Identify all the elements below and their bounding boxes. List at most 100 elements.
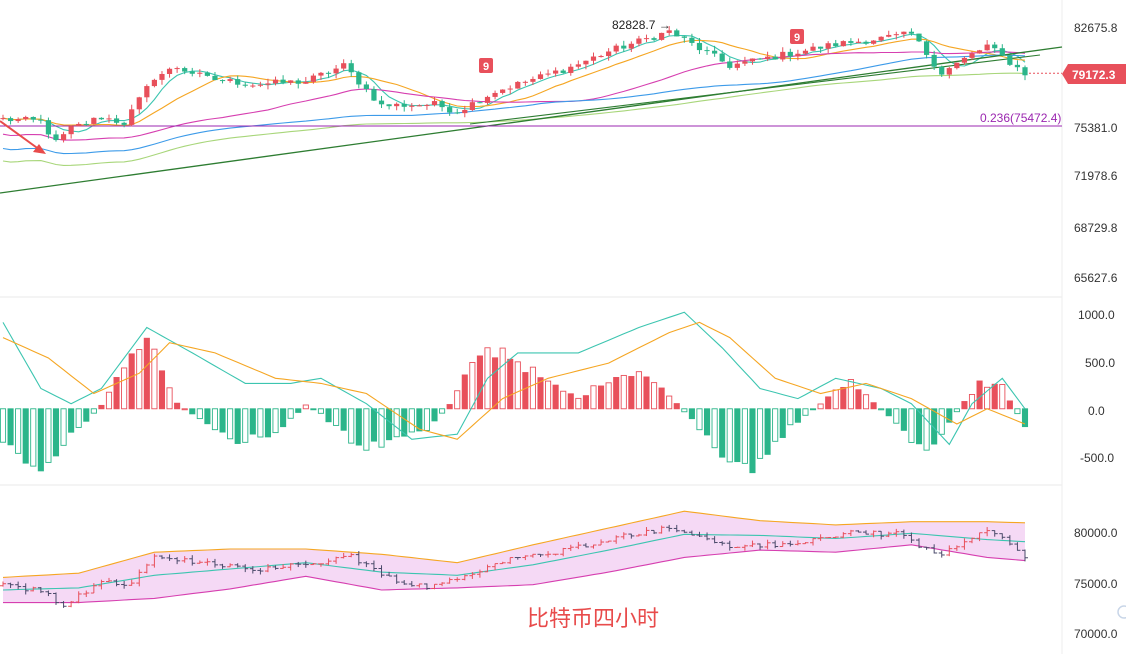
macd-bar-negative xyxy=(681,408,688,413)
macd-bar-positive xyxy=(507,358,514,410)
macd-bar-positive xyxy=(113,377,120,410)
candle-down xyxy=(38,119,44,121)
scroll-indicator-icon xyxy=(1117,605,1126,619)
macd-bar-positive xyxy=(143,337,150,410)
candle-up xyxy=(878,36,884,41)
macd-bar-negative xyxy=(439,408,446,414)
candle-up xyxy=(272,79,279,84)
macd-bar-negative xyxy=(196,408,203,420)
td-marker-1: 9 xyxy=(479,58,493,73)
ma-lightgreen-line xyxy=(2,72,1026,166)
macd-bar-negative xyxy=(295,408,302,413)
macd-bar-negative xyxy=(22,408,29,464)
candle-up xyxy=(575,64,581,67)
macd-bar-positive xyxy=(499,347,506,410)
macd-bar-negative xyxy=(310,408,317,411)
macd-bar-positive xyxy=(991,383,998,410)
macd-bar-negative xyxy=(893,408,900,424)
macd-bar-negative xyxy=(325,408,332,423)
boll-axis-tick-3: 70000.0 xyxy=(1074,627,1118,641)
macd-bar-negative xyxy=(242,408,249,443)
td-marker-2: 9 xyxy=(790,29,804,44)
price-axis-tick-4: 68729.8 xyxy=(1074,221,1118,235)
macd-bar-positive xyxy=(651,382,658,410)
candle-up xyxy=(606,51,612,57)
candle-down xyxy=(833,43,839,47)
macd-bar-positive xyxy=(492,357,499,410)
macd-bar-negative xyxy=(52,408,60,457)
macd-bar-positive xyxy=(476,355,483,410)
candle-up xyxy=(553,70,559,74)
candle-up xyxy=(628,43,634,49)
candle-down xyxy=(1007,55,1013,65)
macd-bar-negative xyxy=(227,408,234,440)
candle-up xyxy=(144,86,150,98)
candle-up xyxy=(136,97,142,110)
candle-up xyxy=(522,81,528,83)
candle-up xyxy=(318,72,324,76)
macd-bar-negative xyxy=(423,408,430,431)
macd-bar-negative xyxy=(756,408,764,459)
candle-up xyxy=(507,88,513,90)
candle-up xyxy=(954,62,960,69)
candle-down xyxy=(757,58,763,60)
candle-up xyxy=(515,81,521,89)
macd-bar-negative xyxy=(908,408,915,443)
candle-down xyxy=(53,134,59,141)
macd-bar-positive xyxy=(469,362,476,410)
macd-bar-negative xyxy=(787,408,794,426)
candle-down xyxy=(1014,64,1021,68)
candle-down xyxy=(401,103,407,107)
candle-down xyxy=(651,38,657,40)
candle-up xyxy=(749,58,756,62)
macd-bar-positive xyxy=(454,390,461,410)
candle-down xyxy=(704,50,710,52)
macd-bar-negative xyxy=(280,408,287,428)
macd-bar-positive xyxy=(174,402,181,410)
macd-bar-positive xyxy=(855,389,862,410)
candle-up xyxy=(742,61,748,64)
candle-up xyxy=(795,53,801,57)
candle-up xyxy=(545,73,551,75)
macd-bar-negative xyxy=(7,408,14,446)
candle-up xyxy=(409,105,415,107)
candle-down xyxy=(719,53,725,62)
macd-bar-negative xyxy=(211,408,219,431)
candle-down xyxy=(212,75,218,81)
macd-bar-positive xyxy=(446,404,453,410)
macd-bar-positive xyxy=(136,349,143,410)
price-axis-tick-2: 75381.0 xyxy=(1074,121,1118,135)
candle-down xyxy=(992,44,998,49)
macd-bar-negative xyxy=(809,408,817,411)
price-axis-tick-3: 71978.6 xyxy=(1074,169,1118,183)
candle-up xyxy=(870,40,877,44)
candle-down xyxy=(560,70,566,73)
macd-bar-negative xyxy=(741,408,748,464)
candle-down xyxy=(439,101,445,108)
candle-up xyxy=(780,51,786,60)
candle-up xyxy=(265,83,271,85)
candle-down xyxy=(681,36,687,38)
macd-bar-negative xyxy=(923,408,930,451)
macd-bar-positive xyxy=(166,387,173,410)
macd-axis-tick-3: 0.0 xyxy=(1088,404,1105,418)
candle-up xyxy=(333,68,339,74)
candle-down xyxy=(348,63,354,73)
candle-down xyxy=(689,37,695,43)
candle-up xyxy=(825,43,831,49)
candle-down xyxy=(83,123,89,125)
macd-bar-positive xyxy=(151,348,158,410)
macd-bar-negative xyxy=(30,408,37,467)
macd-bar-positive xyxy=(620,374,627,410)
price-axis-tick-5: 65627.6 xyxy=(1074,271,1118,285)
macd-bar-positive xyxy=(635,371,642,410)
candle-down xyxy=(219,80,226,82)
macd-bar-negative xyxy=(401,408,408,437)
macd-bar-positive xyxy=(817,403,824,410)
price-panel xyxy=(0,26,1063,194)
bollinger-mid-line xyxy=(2,532,1026,591)
bollinger-panel xyxy=(0,510,1028,608)
bollinger-upper-line xyxy=(2,510,1026,578)
candle-down xyxy=(863,41,869,44)
